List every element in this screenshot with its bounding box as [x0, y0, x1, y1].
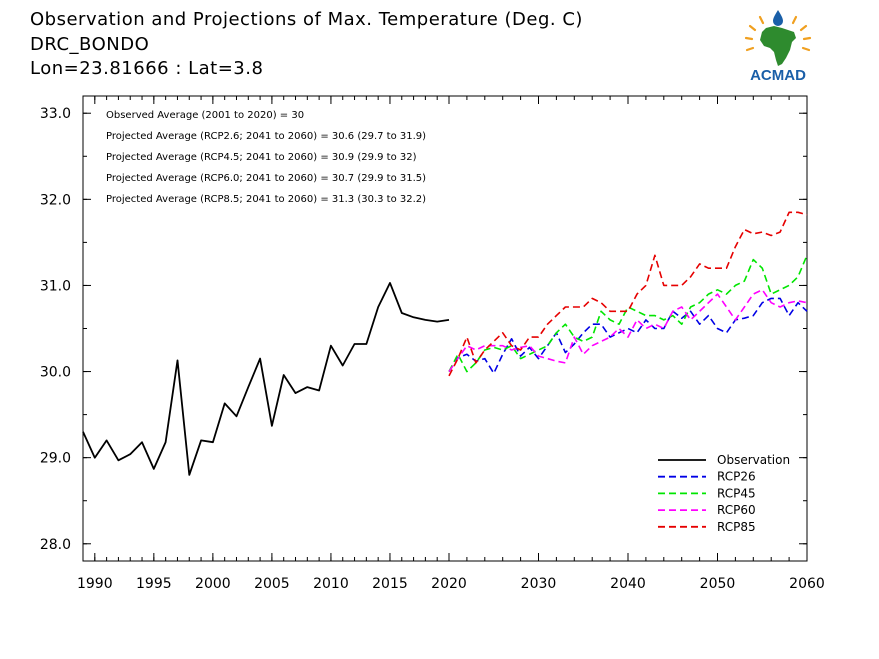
x-tick-label: 2010 — [313, 576, 349, 592]
legend-label: RCP26 — [717, 470, 756, 484]
x-tick-label: 2050 — [700, 576, 736, 592]
series-line-rcp85 — [448, 211, 808, 377]
annotation-line: Projected Average (RCP4.5; 2041 to 2060)… — [106, 152, 417, 163]
x-tick-label: 2015 — [372, 576, 408, 592]
series-line-rcp60 — [448, 288, 808, 373]
x-axis: 1990 1995 2000 2005 2010 2015 2020 2030 2040 2050… — [77, 96, 825, 592]
y-tick-label: 29.0 — [40, 451, 71, 467]
series-line-rcp45 — [448, 254, 808, 373]
chart-title: Observation and Projections of Max. Temp… — [30, 9, 583, 30]
station-name: DRC_BONDO — [30, 34, 150, 55]
series-line-observation — [82, 281, 450, 476]
annotation-line: Observed Average (2001 to 2020) = 30 — [106, 110, 304, 121]
annotation-line: Projected Average (RCP8.5; 2041 to 2060)… — [106, 194, 426, 205]
plot-area — [82, 95, 808, 562]
y-tick-label: 32.0 — [40, 192, 71, 208]
y-tick-label: 30.0 — [40, 365, 71, 381]
africa-map-icon — [760, 26, 796, 66]
y-tick-label: 28.0 — [40, 537, 71, 553]
x-tick-label: 1995 — [136, 576, 172, 592]
legend-label: RCP60 — [717, 503, 756, 517]
series-line-rcp26 — [448, 297, 808, 375]
annotation-line: Projected Average (RCP6.0; 2041 to 2060)… — [106, 173, 426, 184]
x-tick-label: 2005 — [254, 576, 290, 592]
annotation-line: Projected Average (RCP2.6; 2041 to 2060)… — [106, 131, 426, 142]
x-tick-label: 2000 — [195, 576, 231, 592]
acmad-logo: ACMAD — [744, 10, 812, 84]
x-tick-label: 2040 — [610, 576, 646, 592]
x-tick-label: 1990 — [77, 576, 113, 592]
x-tick-label: 2020 — [431, 576, 467, 592]
y-tick-label: 31.0 — [40, 278, 71, 294]
legend: Observation RCP26 RCP45 RCP60 RCP85 — [658, 453, 790, 534]
legend-label: RCP85 — [717, 520, 756, 534]
logo-text: ACMAD — [750, 67, 806, 84]
station-coordinates: Lon=23.81666 : Lat=3.8 — [30, 58, 264, 79]
y-tick-label: 33.0 — [40, 106, 71, 122]
y-axis: 28.0 29.0 30.0 31.0 32.0 33.0 — [40, 106, 807, 553]
series-lines — [82, 211, 808, 476]
water-drop-icon — [773, 10, 783, 26]
x-tick-label: 2060 — [789, 576, 825, 592]
legend-label: RCP45 — [717, 486, 756, 500]
legend-label: Observation — [717, 453, 790, 467]
sun-rays-icon — [744, 15, 812, 52]
annotations: Observed Average (2001 to 2020) = 30 Proj… — [106, 110, 426, 205]
x-tick-label: 2030 — [521, 576, 557, 592]
